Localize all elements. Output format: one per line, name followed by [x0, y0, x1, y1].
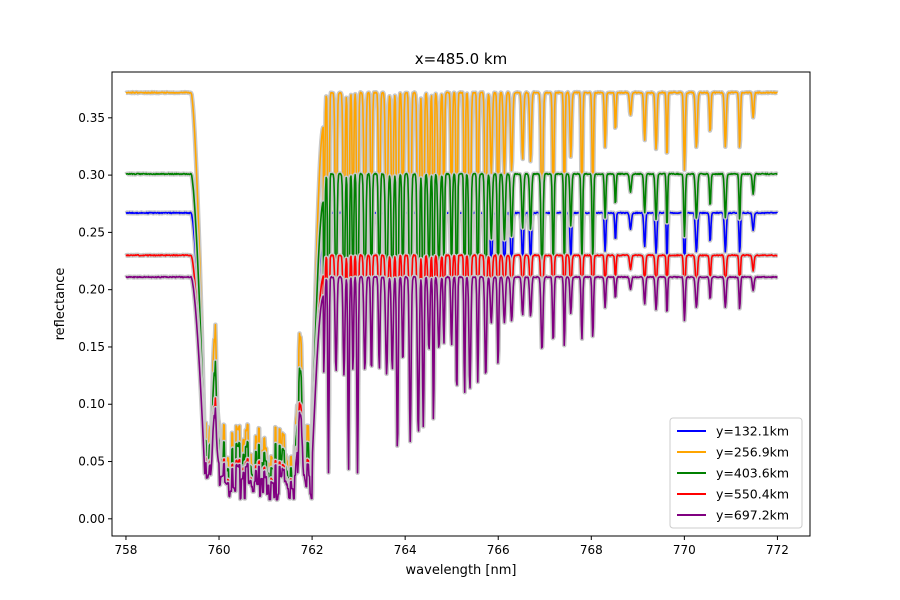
legend-entries: y=132.1km y=256.9km y=403.6km y=550.4km y=69…	[677, 424, 789, 523]
x-axis-ticks: 758 760 762 764 766 768 770 772	[115, 536, 789, 557]
legend-label: y=256.9km	[716, 445, 789, 460]
x-tick-label: 768	[580, 543, 603, 557]
legend-label: y=697.2km	[716, 508, 789, 523]
y-tick-label: 0.00	[78, 512, 105, 526]
y-axis-ticks: 0.00 0.05 0.10 0.15 0.20 0.25 0.30 0.35	[78, 111, 112, 526]
y-tick-label: 0.35	[78, 111, 105, 125]
y-tick-label: 0.30	[78, 168, 105, 182]
legend-label: y=403.6km	[716, 466, 789, 481]
x-tick-label: 758	[115, 543, 138, 557]
y-axis-label: reflectance	[53, 268, 68, 341]
x-tick-label: 766	[487, 543, 510, 557]
legend-label: y=550.4km	[716, 487, 789, 502]
y-tick-label: 0.10	[78, 397, 105, 411]
y-tick-label: 0.25	[78, 225, 105, 239]
x-axis-label: wavelength [nm]	[406, 563, 517, 578]
plot-lines	[124, 89, 780, 503]
plot-frame	[111, 71, 811, 537]
legend-label: y=132.1km	[716, 424, 789, 439]
y-tick-label: 0.20	[78, 283, 105, 297]
y-tick-label: 0.05	[78, 455, 105, 469]
x-tick-label: 772	[766, 543, 789, 557]
legend-box	[669, 417, 803, 529]
x-tick-label: 760	[208, 543, 231, 557]
x-tick-label: 762	[301, 543, 324, 557]
x-tick-label: 764	[394, 543, 417, 557]
x-tick-label: 770	[673, 543, 696, 557]
chart-title: x=485.0 km	[415, 50, 507, 68]
y-tick-label: 0.15	[78, 340, 105, 354]
legend: y=132.1km y=256.9km y=403.6km y=550.4km y=69…	[669, 417, 803, 529]
series-line	[125, 275, 778, 501]
